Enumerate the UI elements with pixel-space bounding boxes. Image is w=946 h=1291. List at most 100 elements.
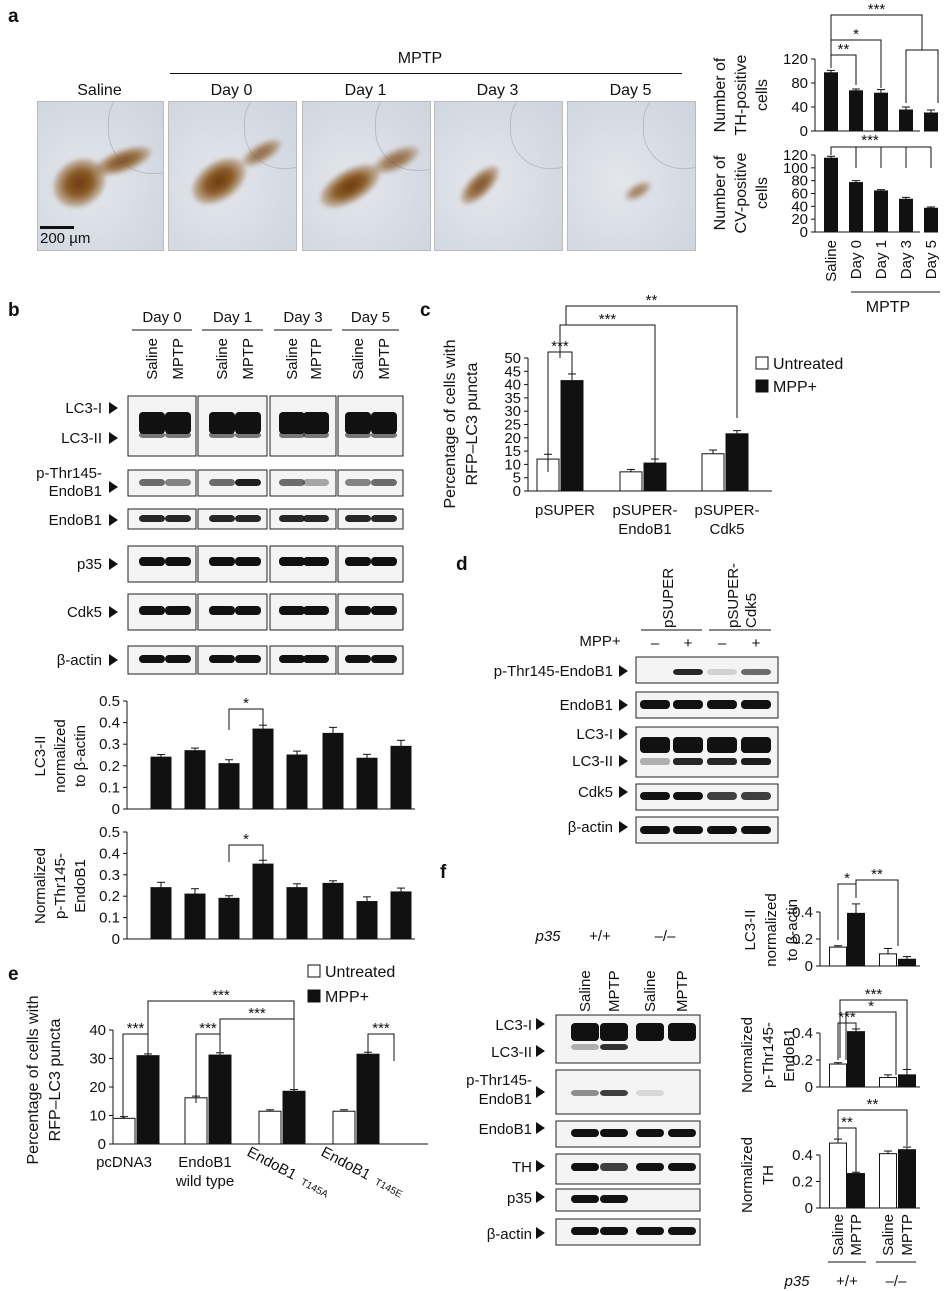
blot-band [371,606,397,615]
x-tick-label: Cdk5 [709,521,744,538]
significance-star: * [243,831,249,848]
significance-star: ** [871,866,883,883]
mptp-group-label: MPTP [397,50,443,67]
blot-band [600,1044,628,1050]
blot-row-label: β-actin [487,1226,532,1243]
bar-mpp [136,1055,160,1145]
blot-row-label: Cdk5 [67,604,102,621]
row-arrow-icon [536,1122,545,1134]
scale-bar-line [40,226,74,229]
group-label: Cdk5 [743,593,760,628]
bar [874,190,888,233]
blot-band [636,1023,664,1041]
x-tick-label: wild type [175,1173,234,1190]
y-tick-label: 120 [783,147,808,164]
blot-band [741,700,771,709]
x-tick-label: Day 5 [923,240,940,279]
blot-band [636,1227,664,1235]
blot-band [707,700,737,709]
legend-swatch-untreated [307,964,321,978]
blot-row-label: LC3-I [495,1017,532,1034]
significance-star: * [844,870,850,887]
blot-band [741,758,771,765]
row-arrow-icon [536,1018,545,1030]
y-tick-label: 40 [791,99,808,116]
blot-band [600,1090,628,1096]
y-tick-label: 0.4 [99,845,120,862]
significance-bracket [855,879,899,946]
blot-band [279,557,305,566]
blot-row-label: p35 [77,556,102,573]
x-tick-label: pcDNA3 [96,1154,152,1171]
day-label: Day 3 [283,309,322,326]
lane-label: MPTP [674,970,691,1012]
significance-bracket [219,1018,295,1126]
blot-band [165,515,191,522]
genotype-label: p35 [783,1273,810,1290]
bar [924,207,938,233]
x-tick-label: pSUPER [535,502,595,519]
row-arrow-icon [619,786,628,798]
blot-band [636,1129,664,1137]
group-label: pSUPER- [725,563,742,628]
y-axis-label: normalized [763,893,780,966]
y-axis-label: normalized [52,719,69,792]
y-tick-label: 20 [504,430,521,447]
blot-band [741,737,771,753]
blot-band [279,479,305,486]
lane-label: Saline [642,970,659,1012]
y-tick-label: 10 [504,456,521,473]
x-tick-label: MPTP [848,1214,865,1256]
lane-label: MPTP [170,338,187,380]
blot-band [303,515,329,522]
day-label: Day 0 [142,309,181,326]
row-arrow-icon [619,699,628,711]
significance-star: *** [127,1020,145,1037]
y-axis-label: Percentage of cells with [25,996,42,1165]
y-axis-label: CV-positive [733,152,750,233]
blot-band [139,479,165,486]
blot-band [139,515,165,522]
blot-band [209,479,235,486]
blot-band [673,826,703,834]
blot-band [707,792,737,800]
x-tick-label: EndoB1 [244,1144,299,1184]
blot-band [668,1227,696,1235]
blot-band [371,655,397,663]
legend-swatch-mpp [307,989,321,1003]
y-axis-label: to β-actin [72,725,89,787]
row-arrow-icon [536,1191,545,1203]
bar-mpp [643,462,667,492]
blot-band [707,737,737,753]
blot-band [165,479,191,486]
significance-bracket [839,999,908,1072]
y-axis-label: TH [760,1165,777,1185]
bar [824,157,838,233]
blot-row-label: EndoB1 [479,1121,532,1138]
bar [874,92,888,132]
blot-band [165,432,191,438]
blot-band [636,1163,664,1171]
row-arrow-icon [619,821,628,833]
bar [286,887,308,940]
row-arrow-icon [536,1045,545,1057]
bar-untreated [619,471,643,492]
blot-row-label: TH [512,1159,532,1176]
blot-band [165,655,191,663]
blot-band [640,737,670,753]
row-arrow-icon [536,1086,545,1098]
bar [150,887,172,940]
bar-untreated [184,1097,208,1145]
x-tick-label: Saline [830,1214,847,1256]
micrograph-day0 [168,101,297,251]
row-arrow-icon [109,606,118,618]
blot-band [139,432,165,438]
y-tick-label: 0 [98,1136,106,1153]
blot-band [235,432,261,438]
blot-band [165,412,191,434]
x-tick-label: Saline [823,240,840,282]
bar [924,112,938,132]
y-axis-label: to β-actin [784,899,801,961]
x-tick-subscript: T145E [373,1177,404,1201]
